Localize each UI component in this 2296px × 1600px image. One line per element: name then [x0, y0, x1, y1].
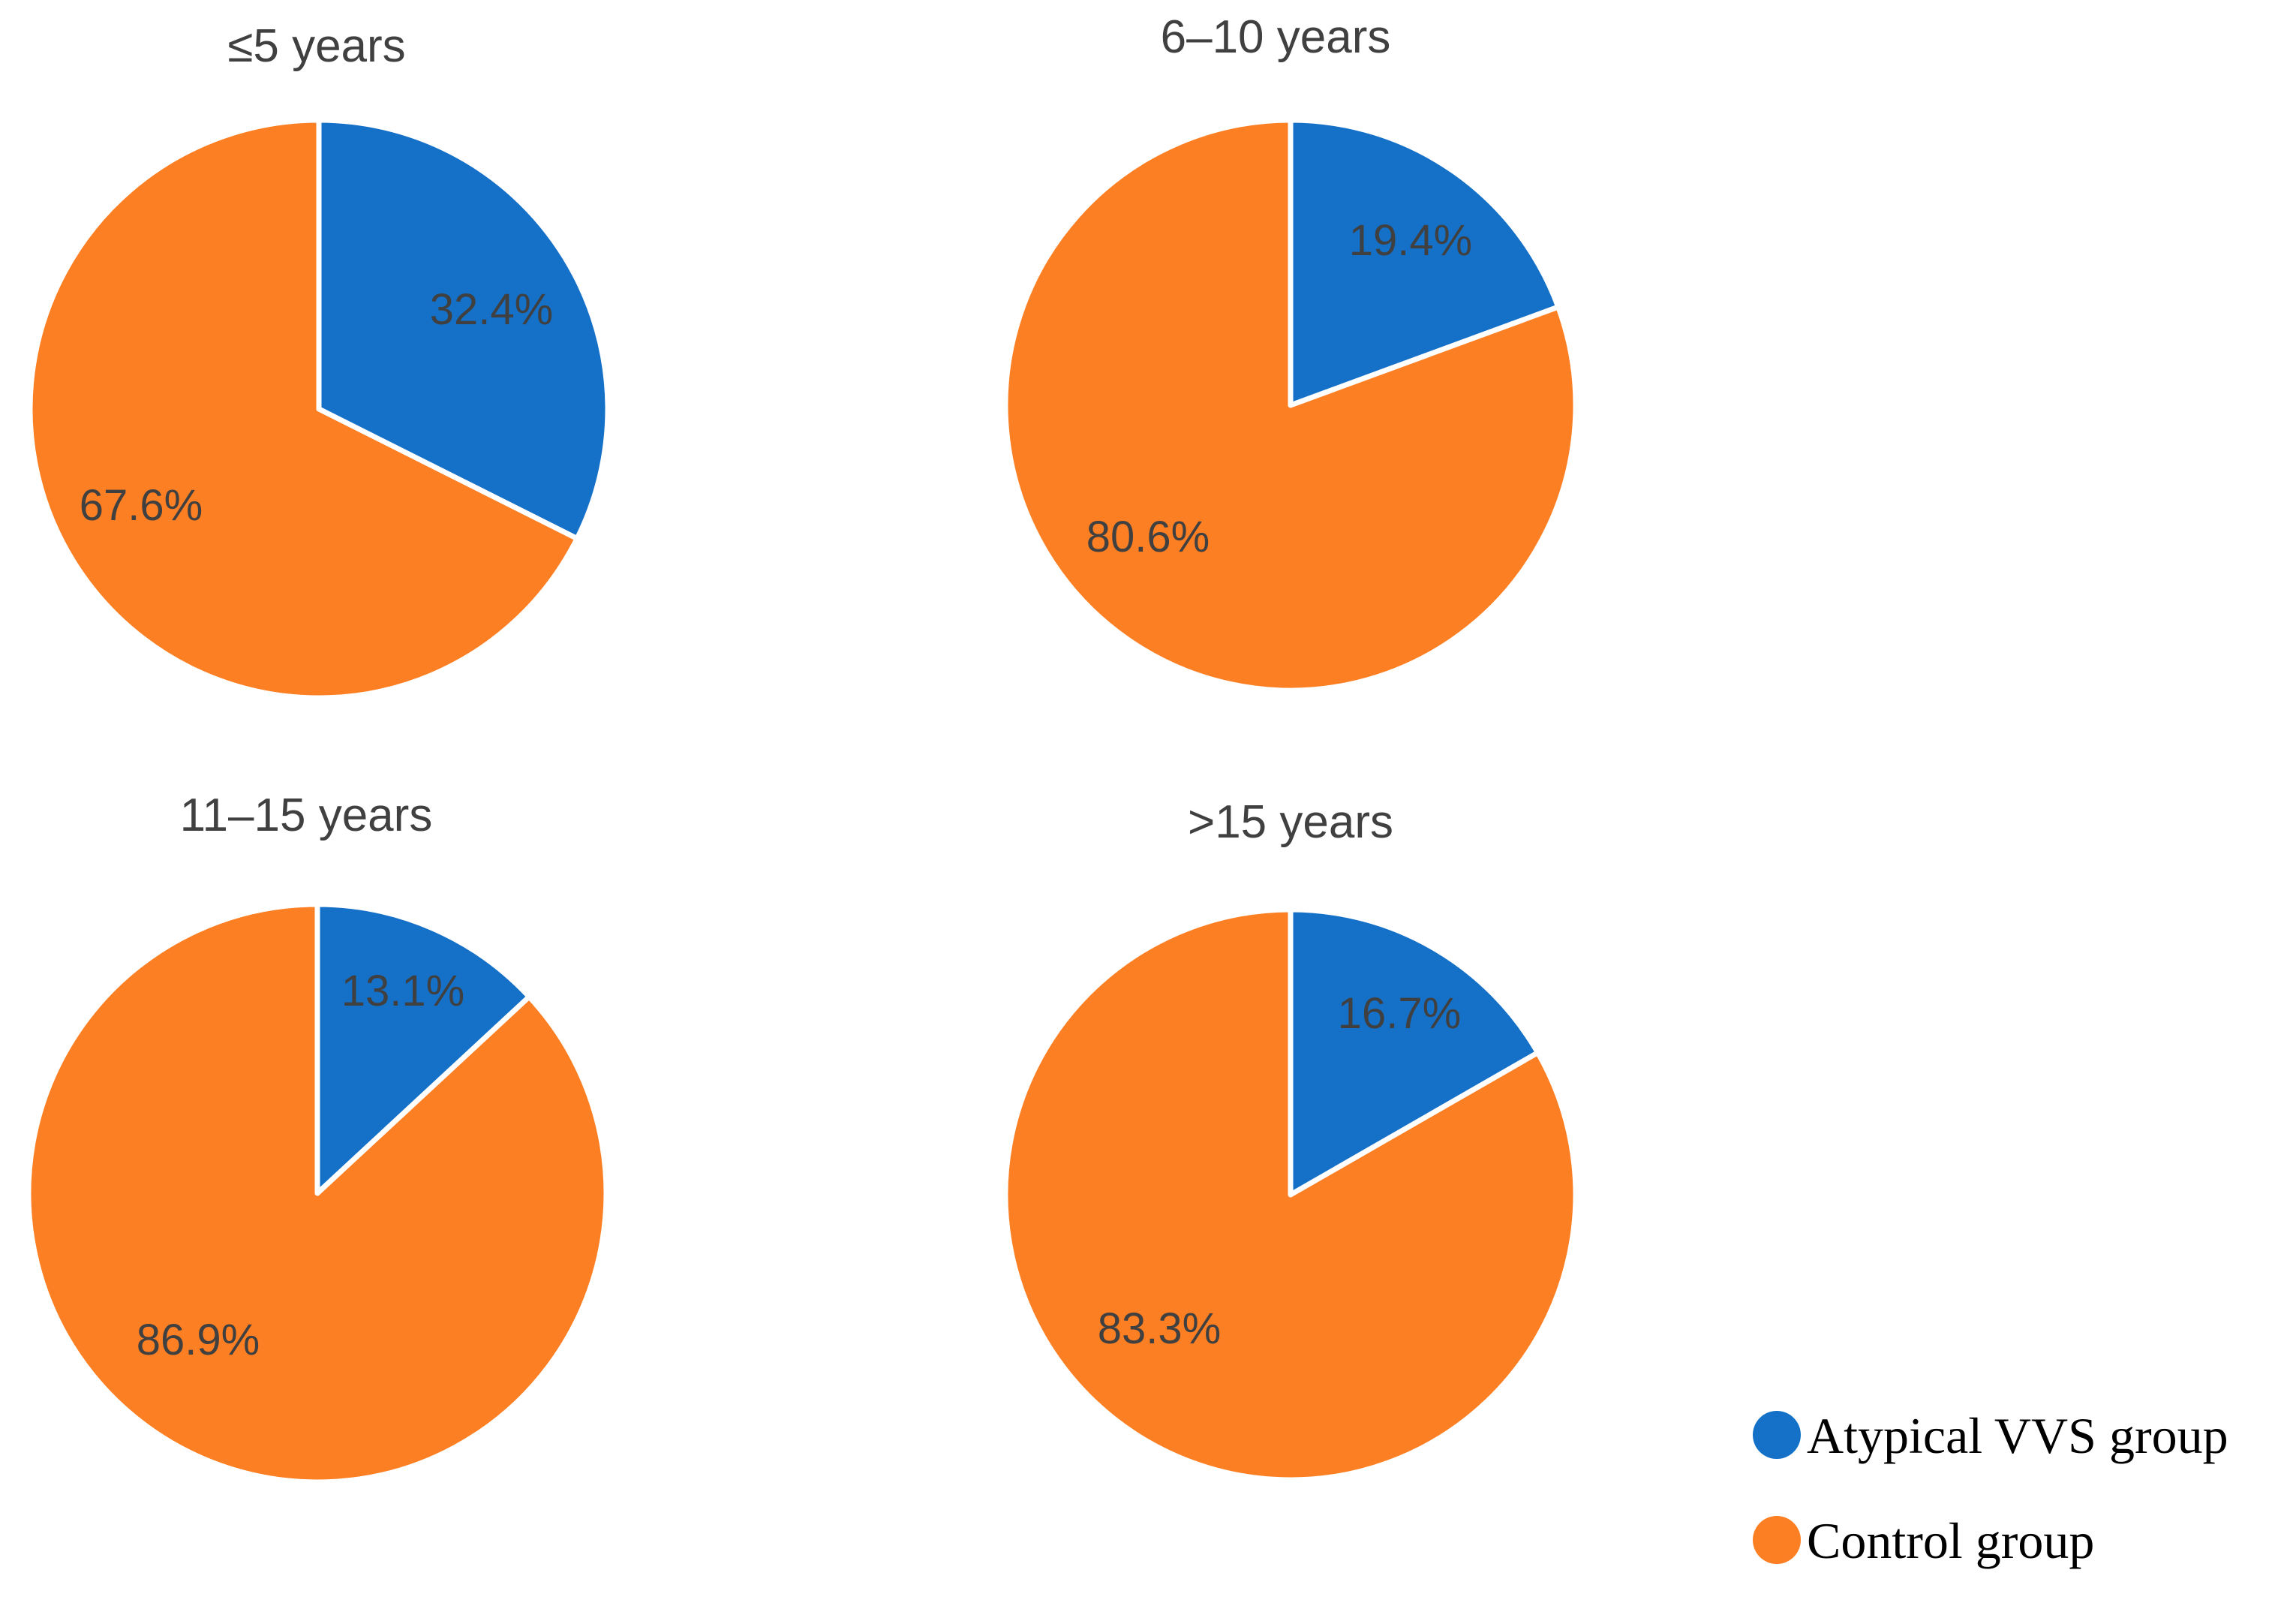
- pie-slice-control-group: [1002, 117, 1579, 693]
- data-label-control-group: 86.9%: [137, 1316, 260, 1364]
- legend-swatch-atypical-vvs-group: [1753, 1411, 1801, 1459]
- pie-title: 11–15 years: [180, 789, 433, 841]
- pie-slice-control-group: [26, 901, 609, 1485]
- pie-3: 11–15 years 13.1% 86.9%: [26, 789, 609, 1485]
- data-label-atypical-vvs-group: 13.1%: [341, 967, 464, 1015]
- pie-slice-atypical-vvs-group: [314, 901, 532, 1196]
- legend: Atypical VVS group Control group: [1753, 1407, 2228, 1569]
- pie-slice-atypical-vvs-group: [1288, 117, 1561, 408]
- pie-1: ≤5 years 32.4% 67.6%: [27, 20, 611, 701]
- legend-label-control-group: Control group: [1807, 1512, 2094, 1569]
- pie-title: 6–10 years: [1161, 11, 1391, 63]
- legend-swatch-control-group: [1753, 1516, 1801, 1564]
- pie-slice-atypical-vvs-group: [316, 117, 611, 542]
- data-label-control-group: 67.6%: [80, 481, 203, 530]
- pie-charts: ≤5 years 32.4% 67.6% 6–10 years 19.4% 80.6% 11…: [26, 11, 1579, 1485]
- data-label-atypical-vvs-group: 32.4%: [430, 285, 553, 334]
- pie-title: ≤5 years: [227, 20, 405, 72]
- pie-4: >15 years 16.7% 83.3%: [1002, 796, 1579, 1483]
- data-label-atypical-vvs-group: 16.7%: [1338, 989, 1461, 1038]
- data-label-atypical-vvs-group: 19.4%: [1349, 216, 1472, 265]
- pie-title: >15 years: [1188, 796, 1393, 848]
- legend-label-atypical-vvs-group: Atypical VVS group: [1807, 1407, 2228, 1464]
- pie-slice-atypical-vvs-group: [1288, 907, 1540, 1198]
- data-label-control-group: 83.3%: [1098, 1304, 1221, 1353]
- pie-slice-control-group: [1002, 907, 1579, 1483]
- pie-2: 6–10 years 19.4% 80.6%: [1002, 11, 1579, 693]
- data-label-control-group: 80.6%: [1086, 513, 1210, 561]
- pie-slice-control-group: [27, 117, 580, 701]
